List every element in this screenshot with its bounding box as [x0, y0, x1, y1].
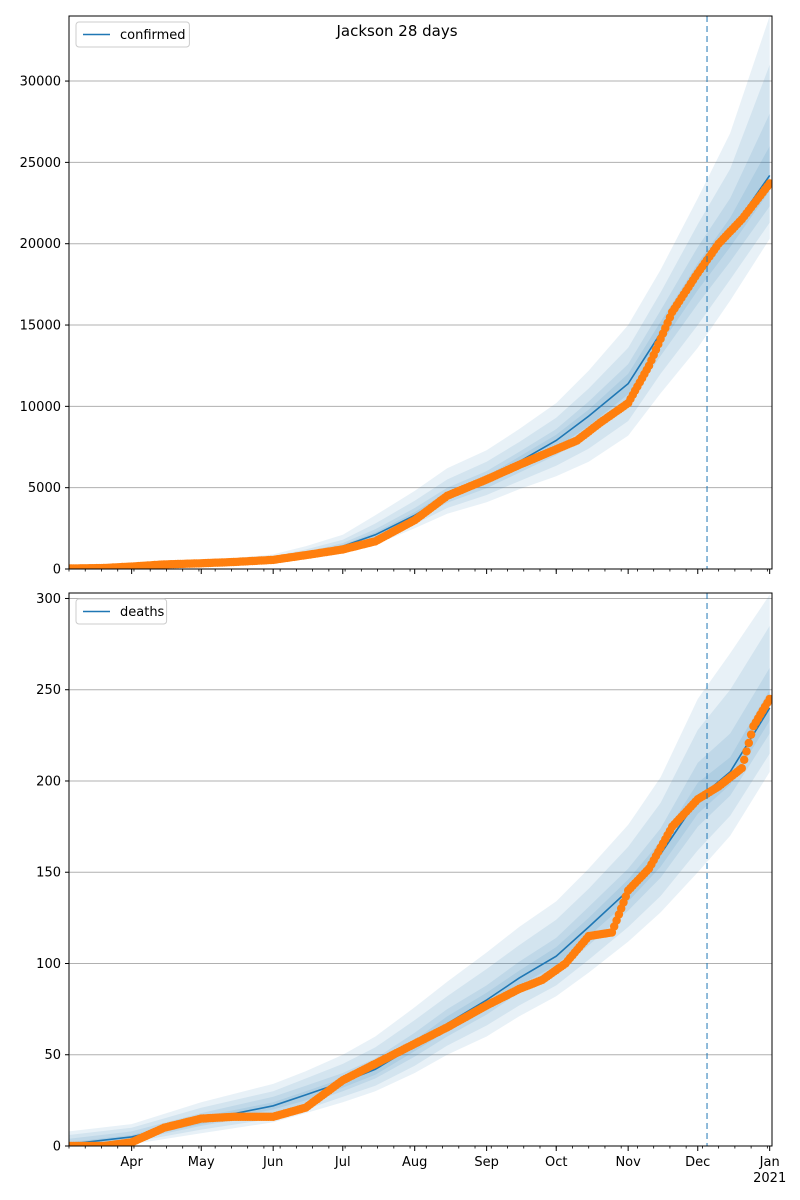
legend-box-0 [75, 21, 190, 48]
y-tick-label-1-2: 100 [36, 957, 61, 972]
x-tick-label-1-9: 2021 [753, 1171, 786, 1186]
x-tick-label-1-5: Sep [474, 1155, 499, 1170]
x-tick-label-1-7: Nov [615, 1155, 641, 1170]
band-1-0 [69, 594, 770, 1146]
x-tick-label-1-1: May [188, 1155, 215, 1170]
confirmed-panel: 0 5000 10000 15000 20000 25000 30000 confirmed [20, 15, 773, 578]
legend-label-0: confirmed [120, 28, 186, 43]
observed-point-1 [746, 730, 756, 739]
figure-title: Jackson 28 days [335, 22, 457, 40]
x-tick-label-1-9: Jan [759, 1155, 780, 1170]
observed-point-1 [740, 755, 749, 764]
y-tick-label-0-3: 15000 [20, 319, 61, 334]
y-tick-label-0-1: 5000 [28, 481, 61, 496]
legend-box-1 [75, 598, 168, 625]
y-tick-label-0-2: 10000 [20, 400, 61, 415]
observed-point-1 [744, 738, 753, 748]
y-tick-label-0-6: 30000 [20, 75, 61, 90]
observed-point-1 [737, 764, 746, 773]
y-tick-label-1-3: 150 [36, 866, 61, 881]
y-tick-label-0-4: 20000 [20, 237, 61, 252]
observed-point-1 [742, 747, 751, 756]
y-tick-label-1-5: 250 [36, 683, 61, 698]
axes-frame-0 [68, 15, 773, 570]
legend-1: deaths [75, 598, 168, 625]
deaths-panel: 0 50 100 150 200 250 300 Apr May Jun Jul Aug Sep Oct N… [36, 592, 786, 1186]
y-tick-label-1-6: 300 [36, 592, 61, 607]
plot-area-0 [69, 16, 772, 569]
y-tick-label-1-0: 0 [53, 1140, 61, 1155]
y-tick-label-0-0: 0 [53, 563, 61, 578]
x-tick-label-1-6: Oct [545, 1155, 567, 1170]
band-1-2 [69, 667, 770, 1146]
x-tick-label-1-0: Apr [120, 1155, 143, 1170]
band-1-3 [69, 689, 770, 1146]
band-0-1 [69, 64, 770, 569]
y-tick-label-0-5: 25000 [20, 156, 61, 171]
x-tick-label-1-2: Jun [262, 1155, 283, 1170]
observed-point-0 [765, 179, 772, 188]
plot-area-1 [69, 594, 772, 1146]
y-tick-label-1-4: 200 [36, 774, 61, 789]
axes-frame-1 [68, 592, 773, 1147]
legend-0: confirmed [75, 21, 190, 48]
x-tick-label-1-4: Aug [402, 1155, 427, 1170]
y-tick-label-1-1: 50 [44, 1048, 61, 1063]
x-tick-label-1-8: Dec [685, 1155, 710, 1170]
legend-label-1: deaths [120, 605, 165, 620]
x-tick-label-1-3: Jul [334, 1155, 351, 1170]
observed-point-1 [765, 694, 772, 704]
